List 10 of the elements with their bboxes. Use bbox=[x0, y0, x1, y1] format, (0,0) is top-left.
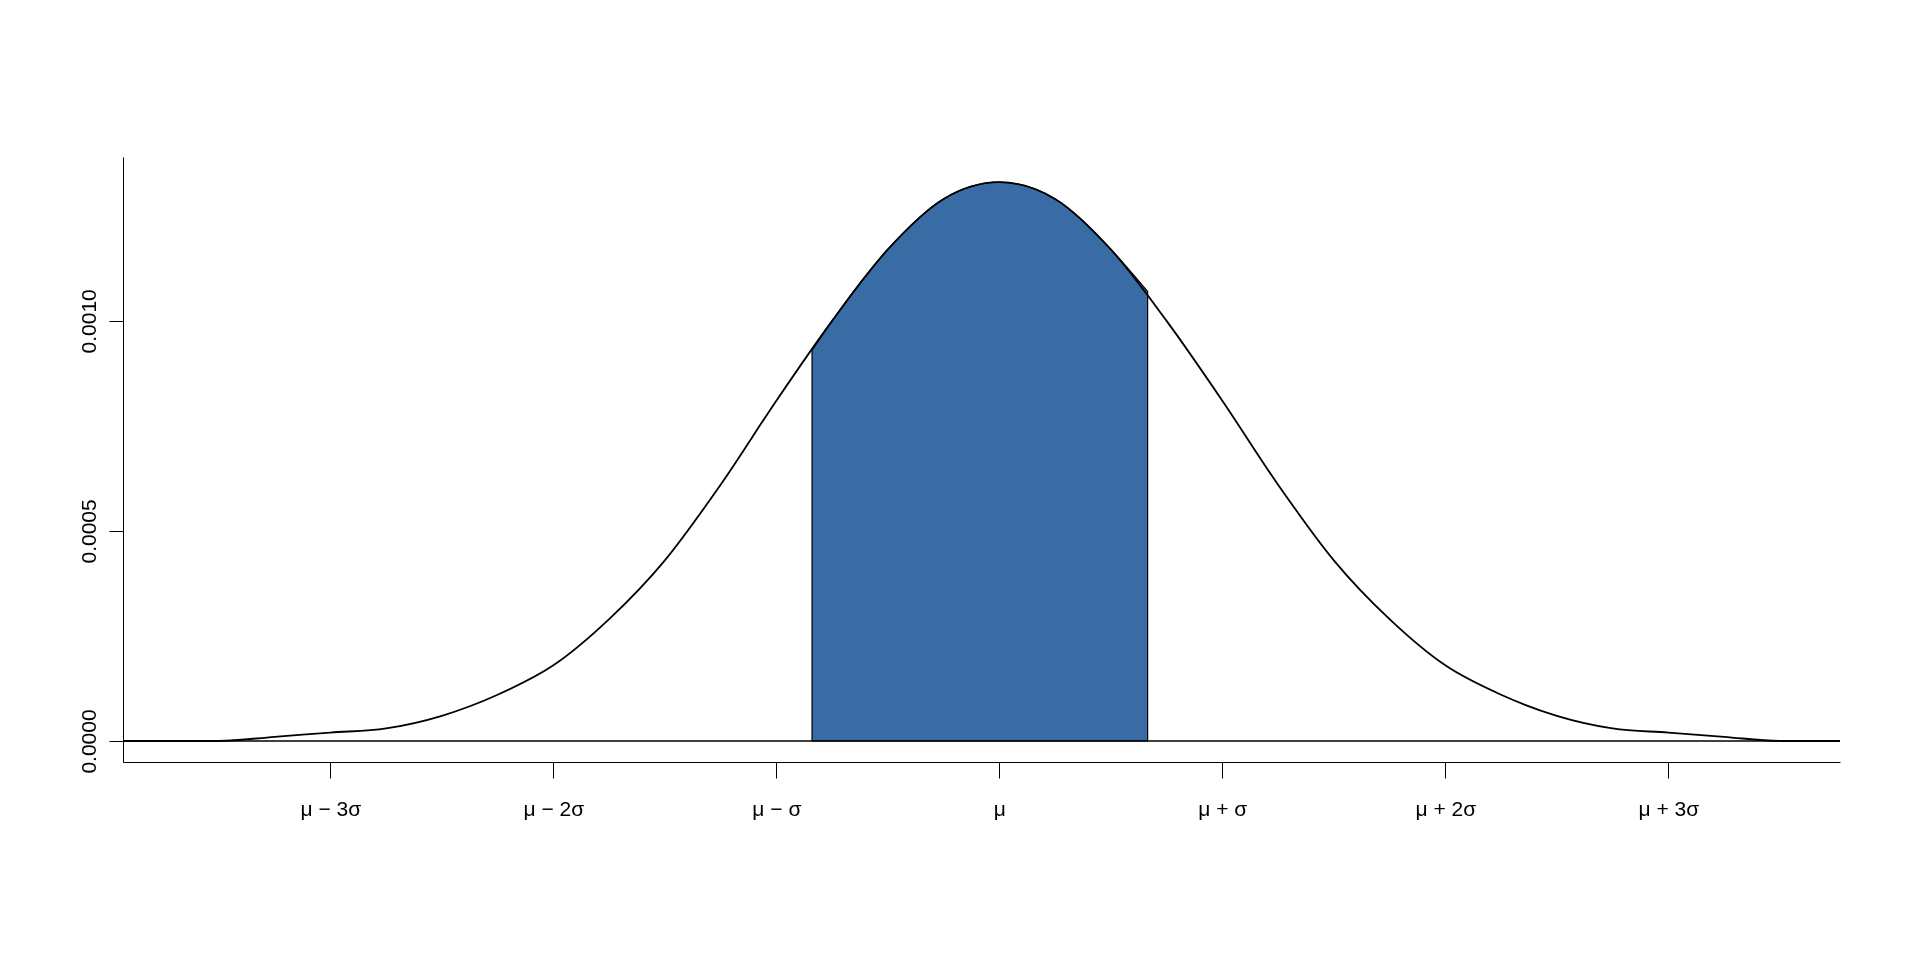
x-tick-label: μ + 2σ bbox=[1415, 796, 1477, 820]
x-tick-label: μ − 3σ bbox=[300, 796, 362, 820]
y-tick-label: 0.0005 bbox=[76, 499, 100, 564]
x-tick-label: μ − 2σ bbox=[523, 796, 585, 820]
x-tick-label: μ − σ bbox=[752, 796, 802, 820]
y-tick-label: 0.0000 bbox=[76, 709, 100, 774]
y-tick-label: 0.0010 bbox=[76, 289, 100, 354]
x-tick-label: μ bbox=[993, 796, 1006, 820]
x-tick-label: μ + σ bbox=[1198, 796, 1248, 820]
x-tick-label: μ + 3σ bbox=[1638, 796, 1700, 820]
